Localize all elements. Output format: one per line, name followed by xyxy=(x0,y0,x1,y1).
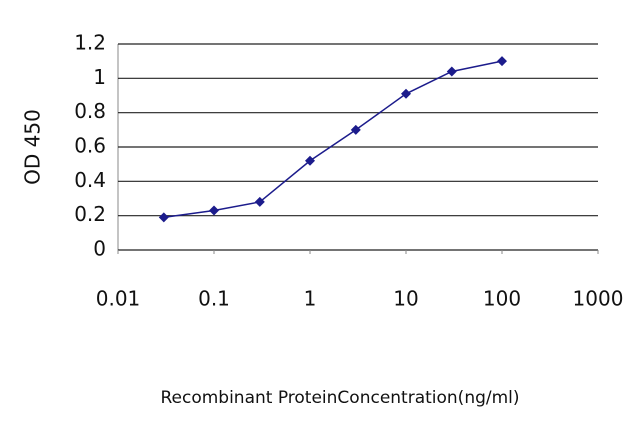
y-tick-label: 0.2 xyxy=(74,202,106,226)
x-axis-label: Recombinant ProteinConcentration(ng/ml) xyxy=(160,388,519,408)
data-point xyxy=(254,196,265,207)
x-tick-label: 1000 xyxy=(573,287,624,311)
y-tick-label: 0.8 xyxy=(74,99,106,123)
data-point xyxy=(446,66,457,77)
y-tick-label: 0.4 xyxy=(74,168,106,192)
data-point xyxy=(305,155,315,166)
x-tick-label: 0.1 xyxy=(198,287,230,311)
data-point xyxy=(497,56,507,67)
y-tick-label: 1 xyxy=(93,65,106,89)
y-tick-label: 0 xyxy=(93,237,106,261)
series-line xyxy=(163,60,503,219)
data-point xyxy=(209,205,219,216)
data-point xyxy=(350,124,361,135)
data-point xyxy=(401,88,411,99)
y-tick-label: 0.6 xyxy=(74,134,106,158)
y-axis-label: OD 450 xyxy=(21,109,45,185)
y-tick-label: 1.2 xyxy=(74,31,106,55)
x-tick-label: 0.01 xyxy=(96,287,141,311)
data-point xyxy=(158,212,169,223)
x-tick-label: 1 xyxy=(304,287,317,311)
x-tick-label: 100 xyxy=(483,287,521,311)
x-tick-label: 10 xyxy=(393,287,418,311)
